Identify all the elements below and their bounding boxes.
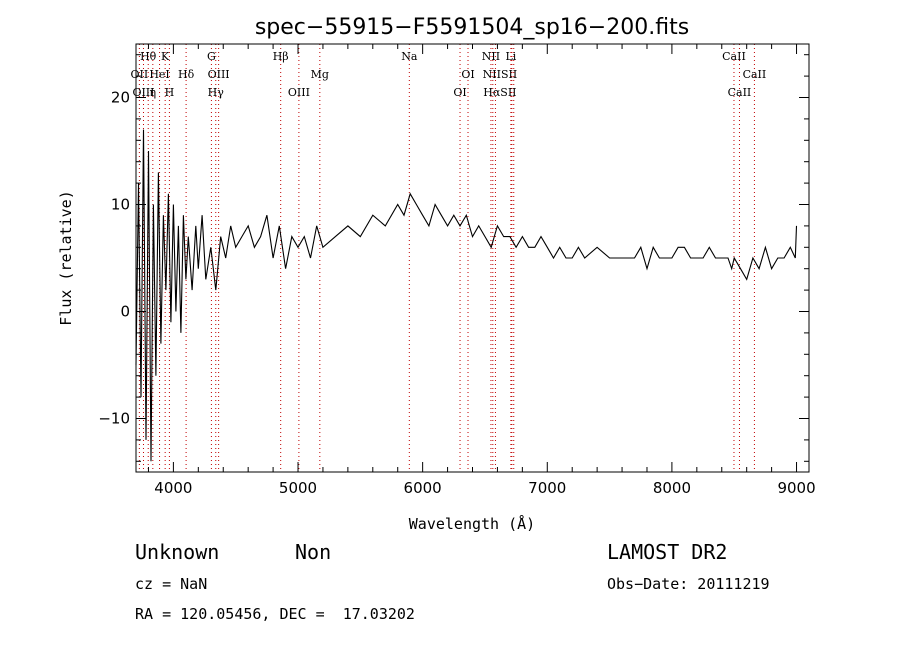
redshift-label: cz = NaN xyxy=(135,575,208,593)
x-tick-label: 8000 xyxy=(653,479,691,497)
x-axis-title: Wavelength (Å) xyxy=(409,514,535,533)
plot-frame xyxy=(135,43,810,473)
chart-title: spec−55915−F5591504_sp16−200.fits xyxy=(255,15,689,40)
line-label: OI xyxy=(461,68,474,81)
y-axis-title: Flux (relative) xyxy=(57,190,75,325)
line-label: OIII xyxy=(132,86,154,99)
line-label: OIII xyxy=(208,68,230,81)
x-tick-label: 9000 xyxy=(777,479,815,497)
object-class-label: Unknown xyxy=(135,540,220,564)
x-tick-label: 6000 xyxy=(404,479,442,497)
line-label: Na xyxy=(401,50,418,63)
y-tick-label: −10 xyxy=(98,410,130,428)
line-label: Hδ xyxy=(178,68,195,81)
line-label: Mg xyxy=(311,68,329,81)
line-label: OI xyxy=(453,86,466,99)
spectrum-line xyxy=(135,129,798,462)
line-label: HαSII xyxy=(483,86,516,99)
x-tick-label: 7000 xyxy=(528,479,566,497)
line-label: CaII xyxy=(743,68,767,81)
y-tick-label: 0 xyxy=(120,303,130,321)
line-label: Hθ xyxy=(140,50,157,63)
coordinates-label: RA = 120.05456, DEC = 17.03202 xyxy=(135,605,415,623)
x-tick-label: 4000 xyxy=(154,479,192,497)
line-label: K xyxy=(161,50,170,63)
line-label: CaII xyxy=(728,86,752,99)
line-label: Hγ xyxy=(208,86,225,99)
y-tick-label: 20 xyxy=(111,89,130,107)
line-label: OII xyxy=(131,68,149,81)
line-label: η xyxy=(150,86,157,99)
y-tick-label: 10 xyxy=(111,196,130,214)
line-label: HeI xyxy=(149,68,169,81)
line-label: NII xyxy=(482,50,500,63)
emission-line-markers xyxy=(138,44,755,472)
obs-date-label: Obs−Date: 20111219 xyxy=(607,575,770,593)
survey-label: LAMOST DR2 xyxy=(607,540,728,564)
x-tick-label: 5000 xyxy=(279,479,317,497)
axis-ticks: 4000 5000 6000 7000 8000 9000 −10 0 10 20 xyxy=(98,44,816,497)
line-label: Li xyxy=(505,50,516,63)
line-label: NIISII xyxy=(483,68,518,81)
subclass-label: Non xyxy=(295,540,332,564)
line-label: CaII xyxy=(722,50,746,63)
line-label: OIII xyxy=(288,86,310,99)
line-label: G xyxy=(207,50,216,63)
line-label: H xyxy=(165,86,175,99)
line-label: Hβ xyxy=(273,50,289,63)
